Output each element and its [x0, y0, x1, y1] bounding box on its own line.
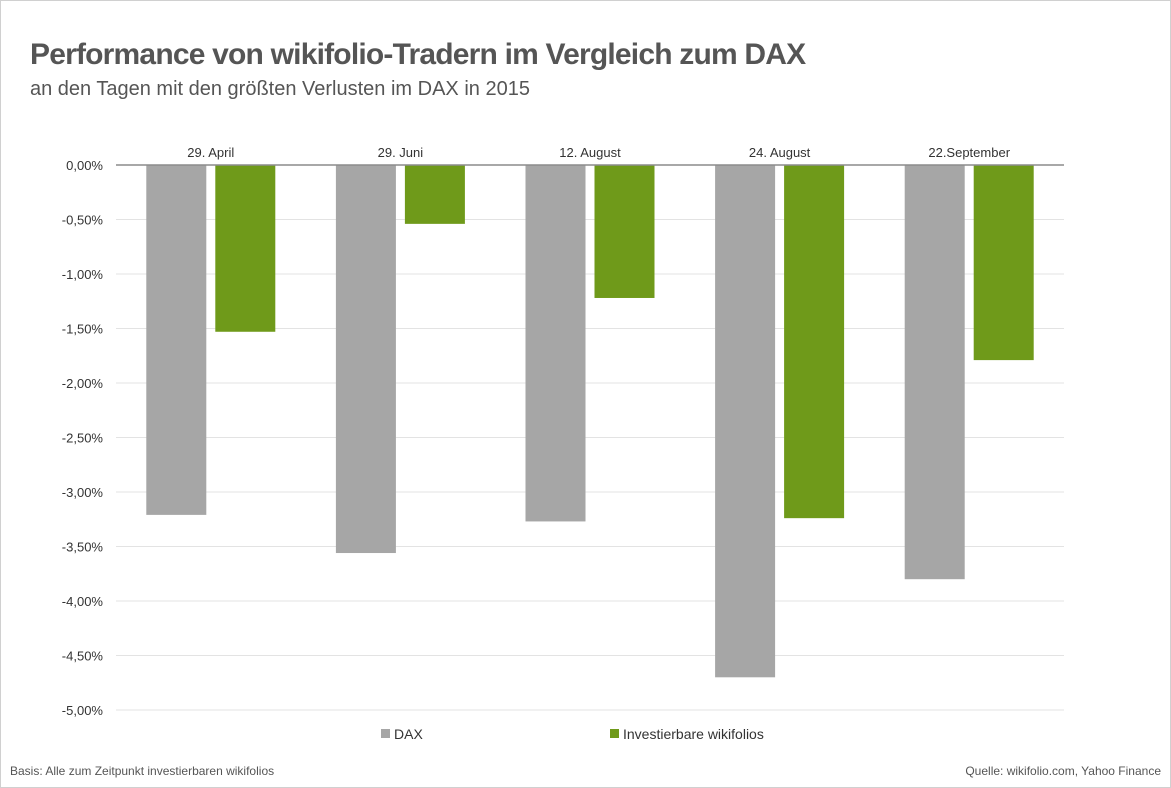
bar-dax	[146, 165, 207, 515]
chart-subtitle: an den Tagen mit den größten Verlusten i…	[30, 78, 530, 100]
chart-title: Performance von wikifolio-Tradern im Ver…	[30, 38, 806, 71]
bar-dax	[715, 165, 776, 678]
legend-label: DAX	[394, 726, 423, 742]
y-tick-label: -0,50%	[62, 213, 104, 228]
category-label: 29. April	[187, 145, 234, 160]
bar-wikifolios	[973, 165, 1034, 361]
y-tick-label: -5,00%	[62, 703, 104, 718]
legend-label: Investierbare wikifolios	[623, 726, 764, 742]
bar-dax	[904, 165, 965, 580]
y-tick-label: -4,50%	[62, 649, 104, 664]
bar-wikifolios	[594, 165, 655, 298]
y-tick-label: -3,50%	[62, 540, 104, 555]
y-tick-label: 0,00%	[66, 158, 103, 173]
legend-swatch	[381, 729, 390, 738]
category-label: 22.September	[928, 145, 1010, 160]
bar-wikifolios	[404, 165, 465, 224]
bar-wikifolios	[784, 165, 845, 519]
y-tick-label: -3,00%	[62, 485, 104, 500]
category-label: 24. August	[749, 145, 811, 160]
y-tick-label: -1,50%	[62, 322, 104, 337]
legend-swatch	[610, 729, 619, 738]
y-tick-label: -2,50%	[62, 431, 104, 446]
category-label: 12. August	[559, 145, 621, 160]
y-tick-label: -4,00%	[62, 594, 104, 609]
bar-wikifolios	[215, 165, 276, 332]
footnote-source: Quelle: wikifolio.com, Yahoo Finance	[965, 764, 1161, 778]
bar-dax	[525, 165, 586, 522]
bar-dax	[335, 165, 396, 554]
y-tick-label: -2,00%	[62, 376, 104, 391]
y-tick-label: -1,00%	[62, 267, 104, 282]
footnote-basis: Basis: Alle zum Zeitpunkt investierbaren…	[10, 764, 275, 778]
category-label: 29. Juni	[378, 145, 424, 160]
